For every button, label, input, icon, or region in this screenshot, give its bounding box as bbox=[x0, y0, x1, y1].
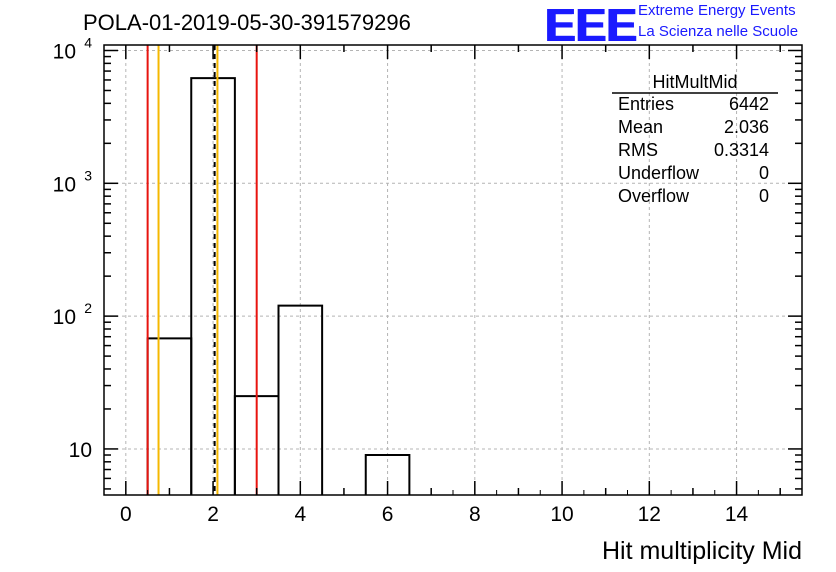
x-tick-label: 0 bbox=[120, 503, 132, 526]
marker-lines bbox=[146, 45, 258, 495]
x-tick-label: 4 bbox=[294, 503, 306, 526]
stats-row-value: 0 bbox=[759, 163, 769, 183]
stats-row-value: 0 bbox=[759, 186, 769, 206]
y-tick-label: 10 bbox=[53, 40, 76, 63]
y-tick-exponent: 2 bbox=[84, 300, 92, 316]
y-tick-exponent: 4 bbox=[84, 34, 92, 50]
grid-lines bbox=[104, 45, 802, 495]
stats-rows: Entries 6442 Mean 2.036 RMS 0.3314 Underflow 0 O… bbox=[618, 94, 769, 206]
y-tick-exponent: 3 bbox=[84, 167, 92, 183]
stats-row-label: Entries bbox=[618, 94, 674, 114]
y-tick-label: 10 bbox=[69, 439, 92, 462]
stats-row-label: Mean bbox=[618, 117, 663, 137]
y-axis-ticks: 10 10 2 10 3 10 4 bbox=[53, 34, 802, 490]
histogram-bars bbox=[146, 77, 411, 495]
page-title: POLA-01-2019-05-30-391579296 bbox=[83, 10, 411, 35]
logo-line-2: La Scienza nelle Scuole bbox=[638, 23, 799, 40]
stats-row-value: 0.3314 bbox=[714, 140, 769, 160]
x-tick-label: 8 bbox=[469, 503, 481, 526]
stats-box: HitMultMid Entries 6442 Mean 2.036 RMS 0.3314… bbox=[612, 72, 778, 206]
x-tick-label: 10 bbox=[550, 503, 573, 526]
histogram-bar bbox=[364, 454, 411, 495]
x-tick-label: 6 bbox=[382, 503, 394, 526]
stats-title: HitMultMid bbox=[652, 72, 737, 92]
x-tick-label: 12 bbox=[638, 503, 661, 526]
stats-row-value: 2.036 bbox=[724, 117, 769, 137]
stats-row-label: Underflow bbox=[618, 163, 700, 183]
logo-mark: EEE bbox=[544, 0, 637, 51]
stats-row-value: 6442 bbox=[729, 94, 769, 114]
histogram-bar bbox=[190, 77, 236, 495]
histogram-bar bbox=[146, 337, 193, 495]
histogram-bar bbox=[277, 304, 324, 495]
plot-frame bbox=[103, 44, 803, 496]
x-axis-label: Hit multiplicity Mid bbox=[602, 537, 802, 565]
stats-row-label: Overflow bbox=[618, 186, 690, 206]
x-tick-label: 14 bbox=[725, 503, 749, 526]
x-axis-ticks: 0 2 4 6 8 10 12 14 bbox=[120, 45, 781, 526]
y-tick-label: 10 bbox=[53, 306, 76, 329]
stats-row-label: RMS bbox=[618, 140, 658, 160]
x-tick-label: 2 bbox=[207, 503, 219, 526]
logo-line-1: Extreme Energy Events bbox=[638, 2, 796, 19]
y-tick-label: 10 bbox=[53, 173, 76, 196]
